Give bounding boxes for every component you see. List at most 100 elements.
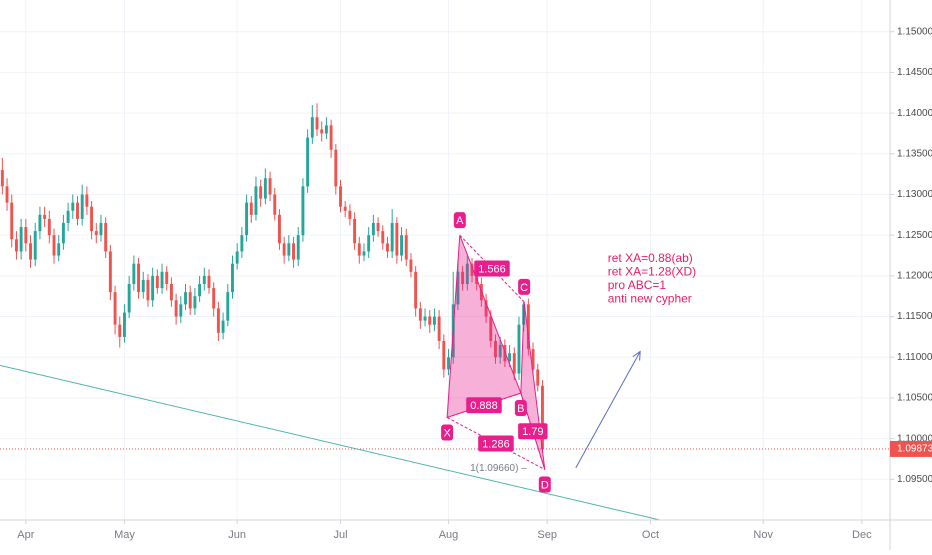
x-tick-label: Aug <box>439 529 459 541</box>
candle-body <box>277 214 281 244</box>
candle-body <box>494 340 497 358</box>
candle-body <box>465 263 469 285</box>
annotation-line: anti new cypher <box>608 291 692 305</box>
x-tick-label: Nov <box>753 529 773 541</box>
candle-body <box>202 275 206 285</box>
candle-body <box>85 194 89 207</box>
candle-body <box>123 312 126 337</box>
candle-body <box>310 117 314 138</box>
candle-body <box>512 353 516 374</box>
candle-body <box>151 275 155 301</box>
candle-body <box>66 210 70 223</box>
candle-body <box>357 243 361 256</box>
leg-ratio-box <box>474 260 510 277</box>
candle-body <box>428 316 432 325</box>
candle-body <box>376 222 380 232</box>
candle-body <box>61 222 65 244</box>
candle-body <box>226 292 230 321</box>
last-price-box <box>890 440 932 457</box>
candle-body <box>418 308 422 321</box>
candle-body <box>141 279 145 293</box>
plot: 0.888 1.566 1.286 1.79 X A B C D 1(1.09660) – ret … <box>0 103 890 521</box>
leg-ratio-box <box>466 397 502 414</box>
y-tick-label: 1.15000 <box>897 26 932 37</box>
candle-body <box>113 292 117 325</box>
candle-body <box>193 296 197 309</box>
candle-body <box>108 251 112 293</box>
candle-body <box>292 243 295 260</box>
candle-body <box>80 194 84 219</box>
candle-body <box>353 218 357 244</box>
candle-body <box>235 251 239 264</box>
last-price-label: 1.09873 <box>897 444 932 455</box>
candle-body <box>90 206 94 232</box>
pattern-point-box <box>514 400 527 417</box>
candle-body <box>38 214 42 232</box>
candle-body <box>498 345 502 358</box>
candle-body <box>99 222 103 236</box>
candle-body <box>484 300 488 317</box>
y-tick-label: 1.14000 <box>897 108 932 119</box>
candle-body <box>240 235 244 252</box>
candle-body <box>14 239 18 252</box>
y-tick-label: 1.09500 <box>897 474 932 485</box>
pattern-point-label: B <box>517 403 524 415</box>
candle-body <box>414 271 418 309</box>
candle-body <box>231 263 234 293</box>
y-tick-label: 1.10500 <box>897 393 932 404</box>
candle-body <box>0 170 4 187</box>
candle-body <box>71 202 75 211</box>
candle-body <box>287 243 291 256</box>
y-tick-label: 1.14500 <box>897 67 932 78</box>
candle-body <box>343 206 347 211</box>
y-tick-label: 1.13000 <box>897 189 932 200</box>
leg-ratio-label: 1.79 <box>522 426 543 438</box>
candle-body <box>456 271 460 305</box>
candle-body <box>245 202 249 236</box>
y-tick-label: 1.12500 <box>897 230 932 241</box>
y-tick-label: 1.11500 <box>897 311 932 322</box>
candle-body <box>118 324 122 337</box>
candle-body <box>489 316 493 341</box>
candle-body <box>395 222 399 256</box>
y-tick-label: 1.12000 <box>897 271 932 282</box>
pattern-point-box <box>518 278 531 295</box>
candle-body <box>184 292 187 305</box>
candle-body <box>263 178 267 199</box>
candle-body <box>10 202 14 240</box>
candle-body <box>216 308 220 333</box>
candle-body <box>461 271 465 285</box>
x-tick-label: Dec <box>852 529 872 541</box>
candle-body <box>470 263 474 276</box>
candle-body <box>5 186 9 203</box>
candle-body <box>259 186 263 199</box>
candle-body <box>146 279 150 301</box>
candle-body <box>386 243 389 252</box>
y-tick-label: 1.11000 <box>897 352 932 363</box>
candle-body <box>254 186 258 215</box>
leg-ratio-label: 1.286 <box>482 438 510 450</box>
candle-body <box>179 304 183 317</box>
candle-body <box>47 218 51 236</box>
x-tick-label: May <box>114 529 135 541</box>
candle-body <box>334 149 338 187</box>
candle-body <box>503 345 507 362</box>
y-tick-label: 1.13500 <box>897 148 932 159</box>
leg-ratio-label: 0.888 <box>470 400 498 412</box>
annotation-line: pro ABC=1 <box>608 278 667 292</box>
candle-body <box>348 210 352 219</box>
candle-body <box>24 227 28 244</box>
candle-body <box>169 284 173 301</box>
candle-body <box>268 178 272 195</box>
candle-body <box>371 222 375 236</box>
candle-body <box>329 125 333 150</box>
leg-ratio-box <box>518 423 548 440</box>
arrow <box>575 351 641 469</box>
candle-body <box>301 186 305 236</box>
candle-body <box>432 316 436 325</box>
annotation-line: ret XA=0.88(ab) <box>608 251 693 265</box>
candle-body <box>362 251 366 256</box>
